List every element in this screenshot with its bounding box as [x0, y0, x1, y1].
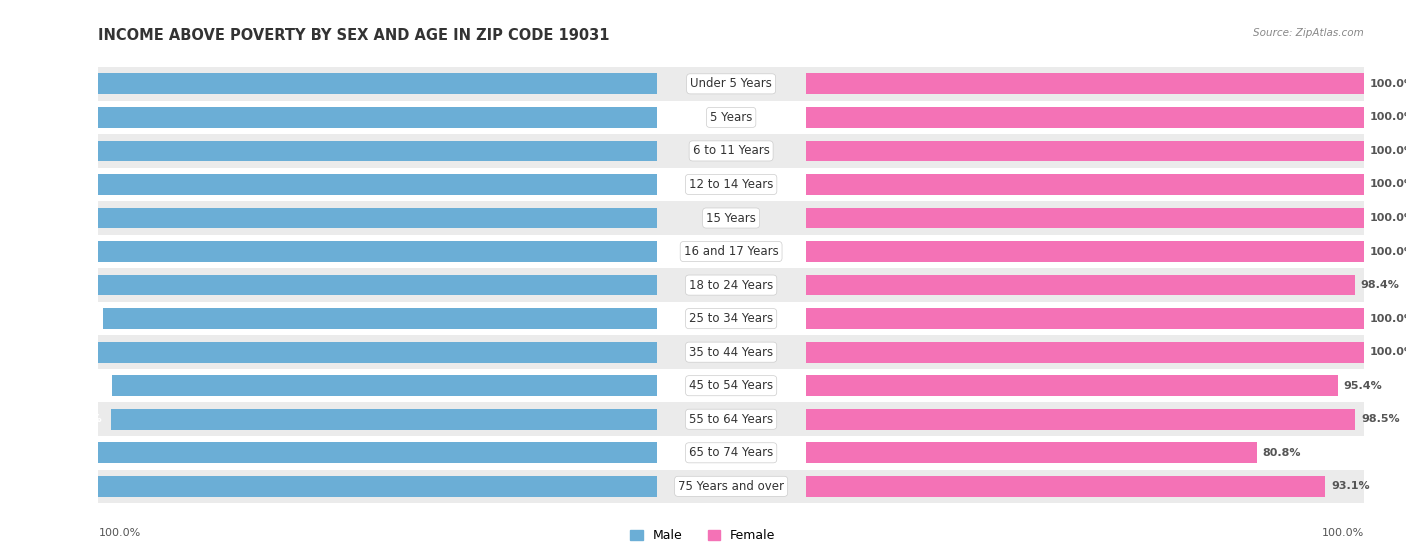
Bar	[806, 201, 1364, 235]
Text: 100.0%: 100.0%	[44, 112, 90, 122]
Bar	[98, 174, 657, 195]
Text: 100.0%: 100.0%	[1369, 112, 1406, 122]
Text: 98.5%: 98.5%	[1361, 414, 1399, 424]
Text: 100.0%: 100.0%	[98, 528, 141, 538]
Text: 97.8%: 97.8%	[63, 414, 103, 424]
Bar	[806, 342, 1364, 363]
Text: 100.0%: 100.0%	[44, 448, 90, 458]
Text: 100.0%: 100.0%	[1369, 79, 1406, 89]
Bar	[806, 140, 1364, 162]
Text: 75 Years and over: 75 Years and over	[678, 480, 785, 493]
Text: 65 to 74 Years: 65 to 74 Years	[689, 446, 773, 459]
Bar	[657, 335, 806, 369]
Bar	[806, 470, 1364, 503]
Text: 100.0%: 100.0%	[1322, 528, 1364, 538]
Bar	[806, 402, 1364, 436]
Text: 18 to 24 Years: 18 to 24 Years	[689, 278, 773, 292]
Bar	[98, 335, 657, 369]
Text: 12 to 14 Years: 12 to 14 Years	[689, 178, 773, 191]
Bar	[111, 409, 657, 430]
Bar	[806, 308, 1364, 329]
Bar	[98, 140, 657, 162]
Bar	[98, 67, 657, 101]
Bar	[657, 201, 806, 235]
Bar	[657, 134, 806, 168]
Bar	[657, 67, 806, 101]
Bar	[98, 201, 657, 235]
Text: 97.5%: 97.5%	[65, 381, 104, 391]
Bar	[657, 268, 806, 302]
Bar	[806, 409, 1355, 430]
Text: 100.0%: 100.0%	[1369, 247, 1406, 257]
Text: 6 to 11 Years: 6 to 11 Years	[693, 144, 769, 158]
Text: 100.0%: 100.0%	[44, 79, 90, 89]
Bar	[98, 442, 657, 463]
Bar	[806, 476, 1326, 497]
Bar	[806, 241, 1364, 262]
Text: 100.0%: 100.0%	[44, 280, 90, 290]
Bar	[657, 402, 806, 436]
Bar	[98, 342, 657, 363]
Text: 5 Years: 5 Years	[710, 111, 752, 124]
Bar	[806, 207, 1364, 229]
Bar	[98, 476, 657, 497]
Text: 100.0%: 100.0%	[1369, 314, 1406, 324]
Text: 100.0%: 100.0%	[1369, 146, 1406, 156]
Text: Under 5 Years: Under 5 Years	[690, 77, 772, 91]
Bar	[98, 207, 657, 229]
Bar	[806, 67, 1364, 101]
Bar	[806, 107, 1364, 128]
Text: 100.0%: 100.0%	[44, 247, 90, 257]
Text: 100.0%: 100.0%	[44, 146, 90, 156]
Bar	[112, 375, 657, 396]
Bar	[98, 402, 657, 436]
Text: 95.4%: 95.4%	[1344, 381, 1382, 391]
Bar	[806, 375, 1339, 396]
Text: 100.0%: 100.0%	[44, 213, 90, 223]
Bar	[98, 470, 657, 503]
Text: 100.0%: 100.0%	[1369, 179, 1406, 190]
Bar	[806, 335, 1364, 369]
Bar	[98, 107, 657, 128]
Legend: Male, Female: Male, Female	[626, 524, 780, 547]
Bar	[98, 134, 657, 168]
Text: 80.8%: 80.8%	[1263, 448, 1301, 458]
Bar	[104, 308, 657, 329]
Text: 45 to 54 Years: 45 to 54 Years	[689, 379, 773, 392]
Bar	[806, 174, 1364, 195]
Text: 55 to 64 Years: 55 to 64 Years	[689, 413, 773, 426]
Bar	[806, 442, 1257, 463]
Text: 25 to 34 Years: 25 to 34 Years	[689, 312, 773, 325]
Text: 15 Years: 15 Years	[706, 211, 756, 225]
Bar	[806, 268, 1364, 302]
Text: 100.0%: 100.0%	[44, 481, 90, 491]
Bar	[806, 134, 1364, 168]
Text: 100.0%: 100.0%	[1369, 347, 1406, 357]
Text: 16 and 17 Years: 16 and 17 Years	[683, 245, 779, 258]
Bar	[98, 274, 657, 296]
Bar	[98, 268, 657, 302]
Text: 100.0%: 100.0%	[44, 347, 90, 357]
Text: 100.0%: 100.0%	[44, 179, 90, 190]
Bar	[657, 470, 806, 503]
Text: 93.1%: 93.1%	[1331, 481, 1369, 491]
Text: 100.0%: 100.0%	[1369, 213, 1406, 223]
Bar	[806, 73, 1364, 94]
Text: 98.4%: 98.4%	[1361, 280, 1399, 290]
Text: 99.1%: 99.1%	[56, 314, 96, 324]
Bar	[98, 73, 657, 94]
Bar	[98, 241, 657, 262]
Bar	[806, 274, 1355, 296]
Text: 35 to 44 Years: 35 to 44 Years	[689, 345, 773, 359]
Text: INCOME ABOVE POVERTY BY SEX AND AGE IN ZIP CODE 19031: INCOME ABOVE POVERTY BY SEX AND AGE IN Z…	[98, 28, 610, 43]
Text: Source: ZipAtlas.com: Source: ZipAtlas.com	[1253, 28, 1364, 38]
